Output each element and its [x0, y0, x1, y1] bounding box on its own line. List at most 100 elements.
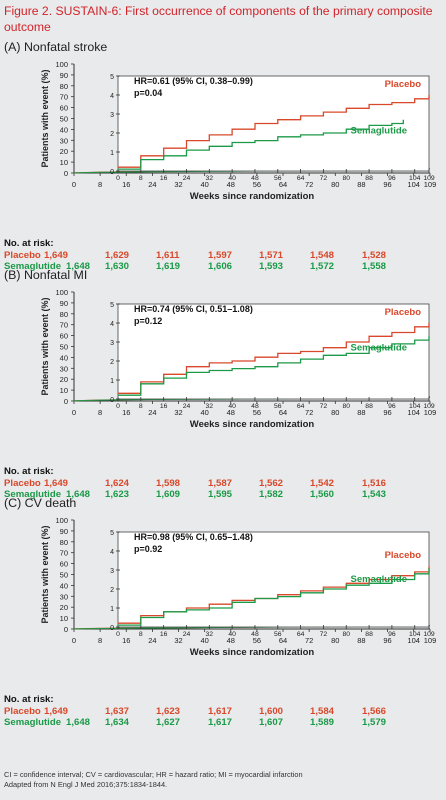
- at-risk-header: No. at risk:: [4, 694, 54, 705]
- x-tick-label: 109: [424, 636, 437, 645]
- y-tick-label: 10: [60, 158, 68, 167]
- at-risk-value: 1,609: [156, 489, 181, 500]
- at-risk-value: 1,634: [105, 717, 130, 728]
- panel-title: (C) CV death: [4, 496, 77, 510]
- at-risk-value: 1,584: [310, 706, 335, 717]
- x-tick-label: 72: [305, 636, 313, 645]
- inset-y-tick-label: 3: [110, 112, 114, 119]
- x-tick-label: 72: [305, 180, 313, 189]
- y-tick-label: 40: [60, 581, 68, 590]
- inset-x-tick-label: 109: [423, 175, 435, 182]
- inset-x-tick-label: 40: [228, 175, 236, 182]
- inset-y-tick-label: 1: [110, 378, 114, 385]
- x-tick-label: 48: [227, 408, 235, 417]
- at-risk-value: 1,562: [259, 478, 284, 489]
- at-risk-value: 1,619: [156, 261, 181, 272]
- y-tick-label: 40: [60, 125, 68, 134]
- y-tick-label: 20: [60, 147, 68, 156]
- inset-y-tick-label: 0: [110, 169, 114, 176]
- x-tick-label: 104: [407, 636, 420, 645]
- inset-y-tick-label: 2: [110, 359, 114, 366]
- panel-nonfatal-mi: (B) Nonfatal MI 0 10 20 30 40 50 60 70 80 90 100 0 8…: [0, 268, 446, 523]
- inset-line-semaglutide: [118, 119, 404, 170]
- y-tick-label: 70: [60, 549, 68, 558]
- y-tick-label: 50: [60, 571, 68, 580]
- x-tick-label: 109: [424, 180, 437, 189]
- inset-x-tick-label: 104: [409, 175, 421, 182]
- inset-x-tick-label: 48: [251, 403, 259, 410]
- x-tick-label: 80: [331, 180, 339, 189]
- inset-x-tick-label: 24: [183, 175, 191, 182]
- footnote: CI = confidence interval; CV = cardiovas…: [4, 770, 303, 790]
- x-tick-label: 104: [407, 180, 420, 189]
- inset-y-tick-label: 4: [110, 321, 114, 328]
- y-tick-label: 70: [60, 321, 68, 330]
- inset-y-tick-label: 0: [110, 397, 114, 404]
- inset-y-tick-label: 3: [110, 568, 114, 575]
- footnote-abbreviations: CI = confidence interval; CV = cardiovas…: [4, 770, 303, 779]
- inset-x-tick-label: 32: [206, 175, 214, 182]
- inset-line-semaglutide: [118, 336, 430, 396]
- x-tick-label: 8: [98, 636, 102, 645]
- at-risk-value: 1,560: [310, 489, 335, 500]
- at-risk-value: 1,595: [208, 489, 233, 500]
- panel-title: (B) Nonfatal MI: [4, 268, 88, 282]
- inset-y-tick-label: 3: [110, 340, 114, 347]
- x-tick-label: 24: [148, 180, 156, 189]
- inset-y-tick-label: 1: [110, 150, 114, 157]
- inset-y-tick-label: 1: [110, 606, 114, 613]
- inset-x-tick-label: 88: [365, 175, 373, 182]
- at-risk-value: 1,598: [156, 478, 181, 489]
- x-tick-label: 88: [357, 180, 365, 189]
- figure-title: Figure 2. SUSTAIN-6: First occurrence of…: [4, 4, 433, 34]
- inset-y-tick-label: 4: [110, 549, 114, 556]
- x-tick-label: 64: [279, 636, 287, 645]
- at-risk-value: 1,637: [105, 706, 130, 717]
- at-risk-value: 1,528: [362, 250, 387, 261]
- y-axis-label: Patients with event (%): [40, 297, 50, 395]
- y-tick-label: 20: [60, 603, 68, 612]
- inset-x-tick-label: 56: [274, 175, 282, 182]
- inset-x-tick-label: 80: [342, 631, 350, 638]
- y-tick-label: 30: [60, 592, 68, 601]
- label-placebo: Placebo: [385, 307, 422, 318]
- inset-x-tick-label: 8: [139, 403, 143, 410]
- at-risk-value: 1,548: [310, 250, 335, 261]
- at-risk-value: 1,649: [44, 706, 69, 717]
- x-tick-label: 80: [331, 636, 339, 645]
- inset-x-tick-label: 24: [183, 631, 191, 638]
- y-tick-label: 50: [60, 115, 68, 124]
- inset-x-tick-label: 88: [365, 631, 373, 638]
- y-tick-label: 0: [64, 625, 68, 634]
- y-tick-label: 0: [64, 397, 68, 406]
- y-tick-label: 90: [60, 527, 68, 536]
- x-tick-label: 64: [279, 180, 287, 189]
- x-tick-label: 88: [357, 408, 365, 417]
- inset-y-tick-label: 4: [110, 93, 114, 100]
- label-semaglutide: Semaglutide: [351, 126, 408, 137]
- at-risk-value: 1,572: [310, 261, 335, 272]
- at-risk-value: 1,597: [208, 250, 233, 261]
- inset-x-tick-label: 56: [274, 631, 282, 638]
- x-tick-label: 16: [122, 180, 130, 189]
- at-risk-label-placebo: Placebo: [4, 478, 41, 489]
- y-tick-label: 90: [60, 299, 68, 308]
- inset-x-tick-label: 72: [320, 631, 328, 638]
- y-tick-label: 10: [60, 386, 68, 395]
- x-tick-label: 96: [383, 408, 391, 417]
- inset-y-tick-label: 2: [110, 131, 114, 138]
- at-risk-value: 1,587: [208, 478, 233, 489]
- x-tick-label: 56: [253, 408, 261, 417]
- x-tick-label: 48: [227, 180, 235, 189]
- at-risk-value: 1,579: [362, 717, 387, 728]
- inset-x-tick-label: 88: [365, 403, 373, 410]
- inset-x-tick-label: 8: [139, 631, 143, 638]
- inset-x-tick-label: 48: [251, 631, 259, 638]
- panel-nonfatal-stroke: (A) Nonfatal stroke 0 10 20 30 40 50 60 70 80 90 1…: [0, 40, 446, 295]
- inset-x-tick-label: 48: [251, 175, 259, 182]
- inset-x-tick-label: 72: [320, 175, 328, 182]
- y-tick-label: 50: [60, 343, 68, 352]
- x-tick-label: 8: [98, 408, 102, 417]
